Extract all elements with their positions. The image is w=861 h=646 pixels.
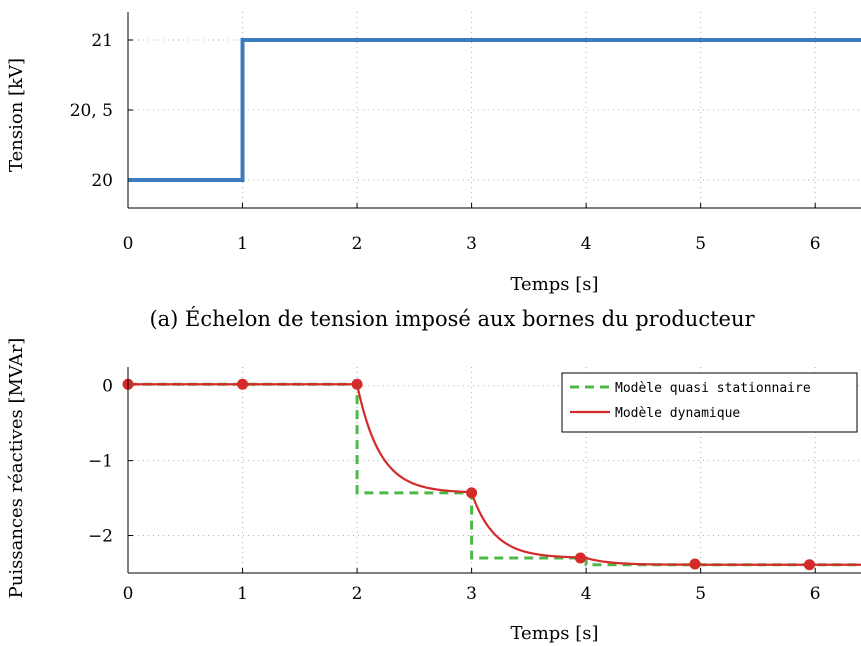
voltage-chart-y-tick-label: 20, 5	[70, 101, 113, 121]
legend-label-dynamic: Modèle dynamique	[615, 406, 740, 421]
voltage-step-series	[128, 38, 861, 182]
reactive-power-chart-series	[122, 378, 861, 571]
voltage-chart-series	[128, 38, 861, 182]
legend: Modèle quasi stationnaire Modèle dynamiq…	[561, 372, 858, 433]
reactive-power-chart-y-tick-label: 0	[102, 377, 113, 397]
reactive-power-chart-x-tick-label: 2	[352, 584, 363, 604]
reactive-power-chart-x-tick-label: 3	[466, 584, 477, 604]
voltage-chart-x-tick-label: 3	[466, 234, 477, 254]
dynamic-marker	[803, 559, 815, 571]
voltage-chart-x-axis-label: Temps [s]	[510, 274, 598, 295]
reactive-power-chart-x-tick-label: 5	[695, 584, 706, 604]
quasi-static-series	[128, 382, 861, 567]
dynamic-marker	[237, 378, 249, 390]
voltage-chart-x-tick-label: 1	[237, 234, 248, 254]
voltage-chart-y-tick-label: 20	[91, 171, 113, 191]
voltage-chart-y-tick-label: 21	[91, 31, 113, 51]
voltage-chart-y-axis-label: Tension [kV]	[6, 58, 27, 172]
reactive-power-chart-y-axis-label: Puissances réactives [MVAr]	[6, 338, 27, 599]
voltage-chart-ticks: 0 1 2 3 4 5 6 20 20, 5 21	[70, 31, 821, 254]
reactive-power-chart-x-axis-label: Temps [s]	[510, 623, 598, 644]
legend-label-quasi-static: Modèle quasi stationnaire	[615, 381, 811, 396]
voltage-chart-x-tick-label: 2	[352, 234, 363, 254]
reactive-power-chart: 0 1 2 3 4 5 6 0 −1 −2 Temps [s] Puissances réacti…	[6, 338, 861, 644]
reactive-power-chart-x-tick-label: 6	[810, 584, 821, 604]
voltage-chart-x-tick-label: 4	[581, 234, 592, 254]
dynamic-marker	[466, 487, 478, 499]
voltage-chart-x-tick-label: 6	[810, 234, 821, 254]
reactive-power-chart-y-tick-label: −2	[88, 527, 113, 547]
reactive-power-chart-x-tick-label: 4	[581, 584, 592, 604]
dynamic-marker	[689, 558, 701, 570]
legend-box	[561, 372, 858, 433]
dynamic-marker	[351, 378, 363, 390]
reactive-power-chart-x-tick-label: 0	[123, 584, 134, 604]
reactive-power-chart-axes	[127, 367, 861, 574]
reactive-power-chart-y-tick-label: −1	[88, 452, 113, 472]
reactive-power-chart-ticks: 0 1 2 3 4 5 6 0 −1 −2	[88, 377, 821, 604]
reactive-power-chart-x-tick-label: 1	[237, 584, 248, 604]
voltage-chart-x-tick-label: 5	[695, 234, 706, 254]
voltage-chart-caption: (a) Échelon de tension imposé aux bornes…	[149, 307, 755, 331]
voltage-chart-axes	[127, 12, 861, 209]
voltage-chart-x-tick-label: 0	[123, 234, 134, 254]
dynamic-marker	[574, 552, 586, 564]
